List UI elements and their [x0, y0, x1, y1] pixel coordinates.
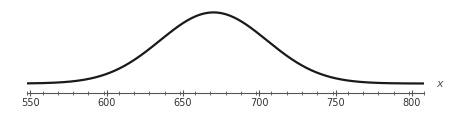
Text: x: x: [435, 79, 442, 88]
